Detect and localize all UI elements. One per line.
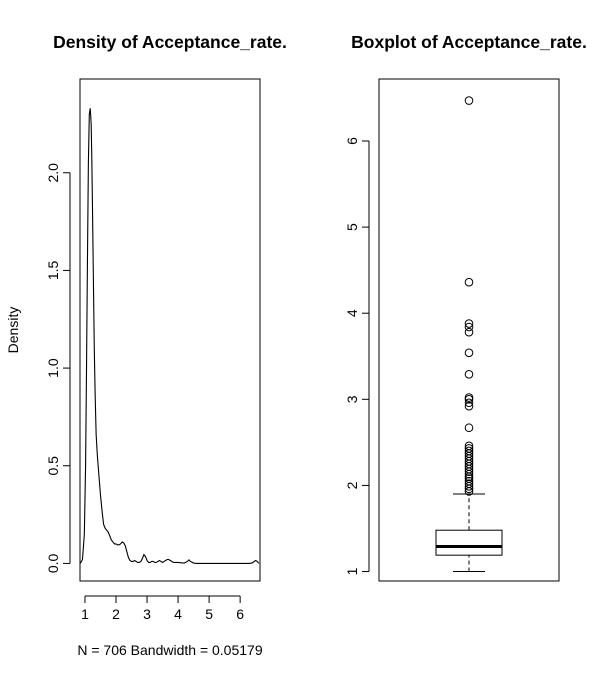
boxplot-outlier-point [464, 398, 474, 408]
density-x-tick-label: 6 [236, 606, 244, 622]
boxplot-outlier-point [464, 327, 474, 337]
boxplot-y-tick-label: 6 [344, 137, 360, 145]
boxplot-y-tick-label: 1 [344, 567, 360, 575]
boxplot-y-tick-label: 2 [344, 481, 360, 489]
boxplot-outlier-point [464, 96, 474, 105]
boxplot-outliers [464, 96, 474, 496]
density-y-tick-label: 0.5 [45, 456, 61, 476]
boxplot-outlier-point [464, 446, 474, 456]
boxplot-panel: Boxplot of Acceptance_rate. 1 2 3 4 5 6 [344, 32, 587, 582]
density-title: Density of Acceptance_rate. [53, 32, 287, 52]
boxplot-outlier-point [464, 393, 474, 402]
density-curve [79, 108, 260, 564]
boxplot-outlier-point [464, 319, 474, 328]
boxplot-title: Boxplot of Acceptance_rate. [351, 32, 587, 52]
density-x-tick-label: 2 [112, 606, 120, 622]
boxplot-y-tick-label: 3 [344, 395, 360, 403]
boxplot-outlier-point [464, 370, 474, 379]
boxplot-outlier-point [464, 348, 474, 358]
boxplot-outlier-point [464, 277, 474, 287]
density-x-tick-label: 3 [143, 606, 151, 622]
boxplot-outlier-point [464, 444, 474, 453]
density-y-label: Density [5, 307, 21, 354]
boxplot-outlier-point [464, 476, 474, 486]
density-plot-frame [79, 78, 261, 582]
density-x-tick-label: 4 [174, 606, 182, 622]
density-y-axis: 0.0 0.5 1.0 1.5 2.0 [45, 163, 71, 573]
boxplot-outlier-point [464, 322, 474, 332]
boxplot-outlier-point [464, 441, 474, 451]
density-x-tick-label: 5 [205, 606, 213, 622]
boxplot-outlier-point [464, 479, 474, 489]
boxplot-box-group [435, 493, 503, 573]
boxplot-y-axis: 1 2 3 4 5 6 [344, 137, 370, 575]
boxplot-box [435, 529, 503, 556]
density-y-tick-label: 2.0 [45, 163, 61, 183]
boxplot-y-tick-label: 4 [344, 309, 360, 317]
density-x-tick-label: 1 [81, 606, 89, 622]
density-y-tick-label: 1.5 [45, 260, 61, 280]
density-x-label: N = 706 Bandwidth = 0.05179 [77, 642, 262, 658]
density-y-tick-label: 0.0 [45, 553, 61, 573]
boxplot-outlier-point [464, 423, 474, 433]
density-y-tick-label: 1.0 [45, 358, 61, 378]
density-x-axis: 1 2 3 4 5 6 [81, 595, 244, 622]
boxplot-outlier-point [464, 401, 474, 411]
boxplot-y-tick-label: 5 [344, 223, 360, 231]
boxplot-plot-frame [378, 78, 560, 582]
